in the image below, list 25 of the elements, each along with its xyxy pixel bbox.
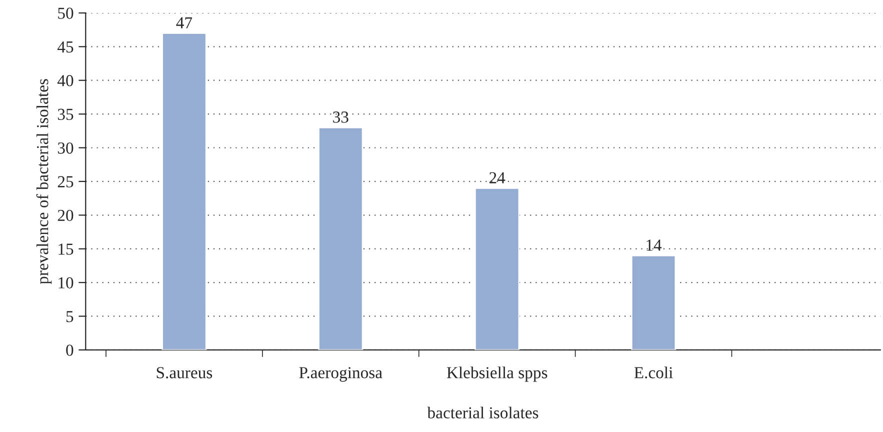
- x-tick-label: Klebsiella spps: [446, 366, 548, 382]
- bar: [162, 32, 207, 350]
- y-tick-label: 50: [58, 8, 74, 19]
- y-tick-label: 30: [58, 142, 74, 154]
- bar: [474, 187, 520, 350]
- y-tick-label: 5: [66, 311, 74, 322]
- x-tick-label: E.coli: [634, 366, 673, 378]
- y-tick-label: 35: [58, 108, 74, 120]
- data-label: 24: [489, 172, 506, 184]
- y-tick-label: 10: [58, 277, 74, 288]
- data-label: 47: [176, 17, 192, 28]
- x-axis-title: bacterial isolates: [427, 406, 538, 418]
- bar: [630, 254, 676, 350]
- x-tick-label: S.aureus: [156, 367, 212, 378]
- x-tick-label: P.aeroginosa: [299, 367, 382, 382]
- data-label: 33: [333, 112, 348, 123]
- y-tick-label: 15: [58, 244, 74, 255]
- y-tick-label: 0: [66, 344, 74, 356]
- y-tick-label: 20: [58, 210, 74, 222]
- y-tick-label: 25: [58, 176, 74, 188]
- data-label: 14: [646, 240, 662, 251]
- y-tick-label: 40: [58, 75, 74, 86]
- y-axis-title: prevalence of bacterial isolates: [36, 79, 52, 284]
- y-tick-label: 45: [58, 41, 74, 53]
- bar: [318, 126, 364, 350]
